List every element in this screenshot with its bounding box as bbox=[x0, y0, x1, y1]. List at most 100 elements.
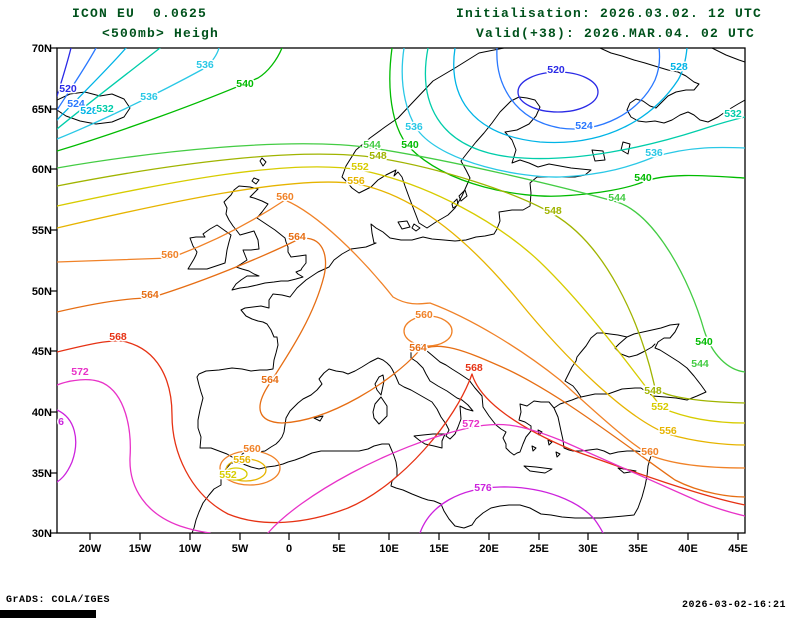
contour-label: 536 bbox=[140, 91, 158, 103]
lat-label: 30N bbox=[32, 528, 52, 540]
lon-axis-labels: 20W 15W 10W 5W 0 5E 10E 15E 20E 25E 30E … bbox=[79, 543, 748, 555]
contour-label: 536 bbox=[405, 121, 423, 133]
contour-label: 520 bbox=[547, 64, 565, 76]
lat-label: 65N bbox=[32, 104, 52, 116]
contour-labels: 520 524 528 532 536 536 540 520 524 528 … bbox=[57, 58, 743, 496]
contour-556 bbox=[57, 181, 745, 446]
contour-label: 540 bbox=[634, 172, 652, 184]
contour-label: 564 bbox=[261, 374, 279, 386]
coast-black-sea bbox=[564, 323, 707, 401]
contour-label: 564 bbox=[409, 342, 427, 354]
contour-label: 528 bbox=[670, 61, 688, 73]
contour-label: 536 bbox=[645, 147, 663, 159]
contour-560-cutoff-italy bbox=[403, 315, 453, 347]
contour-label: 560 bbox=[161, 249, 179, 261]
contour-label: 556 bbox=[347, 175, 365, 187]
contour-label: 548 bbox=[369, 150, 387, 162]
island-sardinia bbox=[372, 396, 388, 425]
contour-label: 568 bbox=[109, 331, 127, 343]
contour-label: 540 bbox=[695, 336, 713, 348]
contour-label: 544 bbox=[691, 358, 709, 370]
grads-credit: GrADS: COLA/IGES bbox=[6, 595, 111, 606]
contour-556-cutoff-iberia bbox=[225, 458, 267, 482]
contours bbox=[57, 48, 745, 533]
lake-ladoga-onega bbox=[591, 141, 631, 162]
contour-532 bbox=[57, 48, 161, 130]
contour-544 bbox=[57, 143, 745, 373]
contour-label: 544 bbox=[608, 192, 626, 204]
lat-axis-labels: 70N 65N 60N 55N 50N 45N 40N 35N 30N bbox=[32, 43, 52, 540]
contour-label: 536 bbox=[196, 59, 214, 71]
contour-520-low bbox=[517, 71, 599, 113]
contour-label: 560 bbox=[276, 191, 294, 203]
contour-560-cutoff-iberia bbox=[219, 450, 281, 486]
contour-576 bbox=[419, 486, 604, 533]
islands-aegean bbox=[531, 429, 561, 458]
lon-label: 40E bbox=[678, 543, 698, 555]
contour-540 bbox=[389, 48, 745, 197]
lat-label: 50N bbox=[32, 286, 52, 298]
contour-label: 560 bbox=[641, 446, 659, 458]
coast-bosphorus bbox=[553, 396, 582, 409]
lat-label: 45N bbox=[32, 346, 52, 358]
contour-576 bbox=[57, 409, 77, 483]
lat-label: 60N bbox=[32, 164, 52, 176]
contour-label: 552 bbox=[219, 469, 237, 481]
contour-564 bbox=[57, 237, 745, 498]
island-mallorca bbox=[313, 415, 324, 422]
contour-label: 560 bbox=[243, 443, 261, 455]
contour-label: 524 bbox=[67, 98, 85, 110]
contour-label: 540 bbox=[401, 139, 419, 151]
coast-white-sea bbox=[599, 48, 745, 124]
contour-label: 528 bbox=[80, 105, 98, 117]
contour-528 bbox=[57, 48, 127, 121]
contour-label: 6 bbox=[58, 416, 64, 428]
lon-label: 15W bbox=[129, 543, 152, 555]
contour-label: 524 bbox=[575, 120, 593, 132]
bottom-bar bbox=[0, 610, 96, 618]
field-title: <500mb> Heigh bbox=[102, 26, 220, 41]
lat-label: 70N bbox=[32, 43, 52, 55]
contour-label: 548 bbox=[544, 205, 562, 217]
contour-552-cutoff-iberia bbox=[224, 467, 248, 481]
lon-label: 0 bbox=[286, 543, 292, 555]
contour-label: 576 bbox=[474, 482, 492, 494]
lon-label: 10E bbox=[379, 543, 399, 555]
contour-label: 552 bbox=[351, 161, 369, 173]
contour-536 bbox=[57, 48, 220, 140]
coast-ireland bbox=[187, 224, 232, 270]
coast-britain bbox=[223, 185, 307, 291]
island-zealand bbox=[397, 220, 421, 232]
lat-label: 55N bbox=[32, 225, 52, 237]
contour-540 bbox=[57, 48, 283, 152]
contour-552 bbox=[57, 166, 745, 424]
lon-label: 45E bbox=[728, 543, 748, 555]
contour-label: 560 bbox=[415, 309, 433, 321]
contour-label: 532 bbox=[724, 108, 742, 120]
init-time: Initialisation: 2026.03.02. 12 UTC bbox=[456, 6, 763, 21]
contour-568 bbox=[57, 340, 745, 524]
contour-label: 564 bbox=[141, 289, 159, 301]
lon-label: 30E bbox=[578, 543, 598, 555]
plot-timestamp: 2026-03-02-16:21 bbox=[682, 600, 787, 611]
valid-time: Valid(+38): 2026.MAR.04. 02 UTC bbox=[476, 26, 756, 41]
contour-524 bbox=[496, 48, 661, 130]
island-shetland-orkney bbox=[251, 157, 267, 185]
lon-label: 25E bbox=[529, 543, 549, 555]
lon-label: 20W bbox=[79, 543, 102, 555]
lon-label: 10W bbox=[179, 543, 202, 555]
contour-524 bbox=[57, 48, 97, 111]
island-crete bbox=[523, 465, 553, 474]
contour-label: 520 bbox=[59, 83, 77, 95]
contour-label: 572 bbox=[71, 366, 89, 378]
contour-label: 568 bbox=[465, 362, 483, 374]
contour-536 bbox=[401, 48, 745, 178]
contour-label: 556 bbox=[659, 425, 677, 437]
contour-520 bbox=[57, 48, 72, 97]
contour-572 bbox=[57, 379, 211, 533]
contour-572 bbox=[267, 423, 745, 533]
coastlines bbox=[57, 48, 745, 533]
contour-label: 552 bbox=[651, 401, 669, 413]
lon-label: 20E bbox=[479, 543, 499, 555]
coast-west-europe-med-africa bbox=[191, 242, 653, 533]
